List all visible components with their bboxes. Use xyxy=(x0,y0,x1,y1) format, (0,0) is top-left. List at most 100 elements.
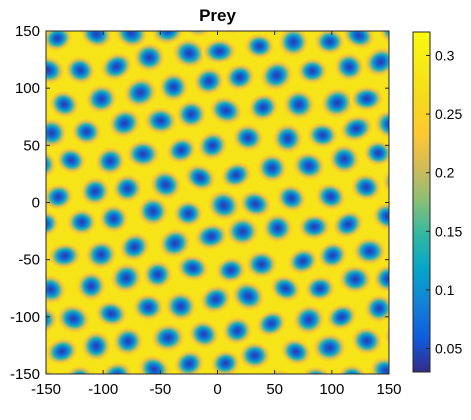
heatmap-spot xyxy=(364,294,389,323)
heatmap-spot xyxy=(244,33,275,60)
y-tick-label: -150 xyxy=(10,366,40,383)
heatmap-spot xyxy=(363,139,389,167)
heatmap-spot xyxy=(81,330,112,362)
heatmap-spot xyxy=(79,176,111,207)
x-tick-label: -50 xyxy=(149,381,171,398)
heatmap-spot xyxy=(46,31,73,52)
heatmap-spot xyxy=(110,262,143,294)
y-tick-label: 100 xyxy=(15,80,40,97)
heatmap-spot xyxy=(221,316,253,345)
heatmap-spot xyxy=(85,84,118,114)
heatmap-spot xyxy=(66,208,98,236)
colorbar-tick-label: 0.3 xyxy=(435,47,455,63)
heatmap-spot xyxy=(118,232,151,262)
heatmap-spot xyxy=(150,323,186,353)
heatmap-spot xyxy=(238,341,271,370)
heatmap-spot xyxy=(312,332,347,363)
heatmap-spot xyxy=(269,274,302,303)
colorbar-tick-label: 0.05 xyxy=(435,341,462,357)
heatmap-spot xyxy=(149,169,182,201)
heatmap-spot xyxy=(224,63,256,92)
heatmap-spot xyxy=(112,173,143,203)
heatmap-spot xyxy=(259,59,294,92)
heatmap-spot xyxy=(46,337,79,366)
heatmap-spot xyxy=(194,222,229,251)
x-axis: -150 -100 -50 0 50 100 150 xyxy=(31,31,402,398)
colorbar-tick-label: 0.2 xyxy=(435,165,455,181)
heatmap-spot xyxy=(100,52,133,82)
heatmap-spot xyxy=(46,149,58,179)
heatmap-spot xyxy=(56,0,93,28)
colorbar-tick-label: 0.25 xyxy=(435,106,462,122)
heatmap-spot xyxy=(143,106,178,135)
heatmap-spot xyxy=(320,87,355,119)
heatmap-spot xyxy=(333,52,365,82)
heatmap-spot xyxy=(350,326,383,356)
heatmap-spot xyxy=(245,249,278,279)
heatmap-spot xyxy=(142,259,173,290)
heatmap-spot xyxy=(306,121,339,149)
plot-area xyxy=(45,0,390,375)
heatmap-spot xyxy=(197,130,228,161)
heatmap-spot xyxy=(220,161,252,189)
heatmap-spot xyxy=(56,303,91,334)
heatmap-spot xyxy=(301,366,333,374)
x-tick-label: 50 xyxy=(266,381,283,398)
heatmap-spot xyxy=(292,304,326,336)
heatmap-spot xyxy=(46,210,60,237)
heatmap-spot xyxy=(337,364,368,374)
heatmap-spot xyxy=(326,303,358,331)
heatmap-spot xyxy=(372,202,389,231)
heatmap-spot xyxy=(278,31,309,58)
heatmap-spot xyxy=(215,256,247,284)
heatmap-spot xyxy=(285,0,326,32)
heatmap-spot xyxy=(158,71,189,103)
heatmap-spot xyxy=(137,196,169,227)
heatmap-spot xyxy=(165,136,197,164)
x-tick-label: 150 xyxy=(376,381,401,398)
heatmap-spot xyxy=(287,247,319,275)
heatmap-spot xyxy=(256,153,288,184)
heatmap-spot xyxy=(282,89,316,120)
heatmap-spot xyxy=(249,0,293,33)
heatmap-spot xyxy=(188,319,220,349)
heatmap-spot xyxy=(208,96,243,125)
colorbar-tick-label: 0.1 xyxy=(435,282,455,298)
heatmap-spot xyxy=(112,326,144,357)
heatmap-spot xyxy=(64,55,96,85)
heatmap-spot xyxy=(176,254,210,282)
heatmap-spot xyxy=(175,99,208,130)
heatmap-spot xyxy=(100,361,133,374)
heatmap-spot xyxy=(352,237,387,266)
heatmap-spot xyxy=(71,117,102,146)
heatmap-spot xyxy=(76,271,107,302)
heatmap-spot xyxy=(49,90,80,119)
heatmap-spot xyxy=(332,210,364,239)
heatmap-spot xyxy=(125,139,161,169)
heatmap-spot xyxy=(114,31,148,49)
heatmap-spot xyxy=(158,227,192,259)
heatmap-spot xyxy=(201,38,237,65)
y-tick-label: 50 xyxy=(23,137,40,154)
heatmap-spot xyxy=(280,337,312,366)
heatmap-spot xyxy=(338,264,373,294)
heatmap-spot xyxy=(199,284,232,314)
heatmap-spot xyxy=(225,216,260,247)
heatmap-spot xyxy=(297,213,331,241)
heatmap-spot xyxy=(172,199,204,228)
heatmap-spot xyxy=(64,365,95,374)
heatmap-spot xyxy=(339,114,374,143)
heatmap-spot xyxy=(272,123,304,154)
colorbar: 0.05 0.1 0.15 0.2 0.25 0.3 xyxy=(412,31,462,373)
heatmap-spot xyxy=(79,31,113,49)
y-tick-label: -100 xyxy=(10,309,40,326)
heatmap-spot xyxy=(133,42,166,73)
heatmap-spot xyxy=(292,151,326,181)
heatmap-spot xyxy=(46,183,74,211)
heatmap-spot xyxy=(207,189,241,222)
heatmap-spot xyxy=(85,239,118,270)
heatmap-spot xyxy=(46,306,59,334)
heatmap-spot xyxy=(255,309,287,338)
heatmap-spot xyxy=(123,77,158,109)
